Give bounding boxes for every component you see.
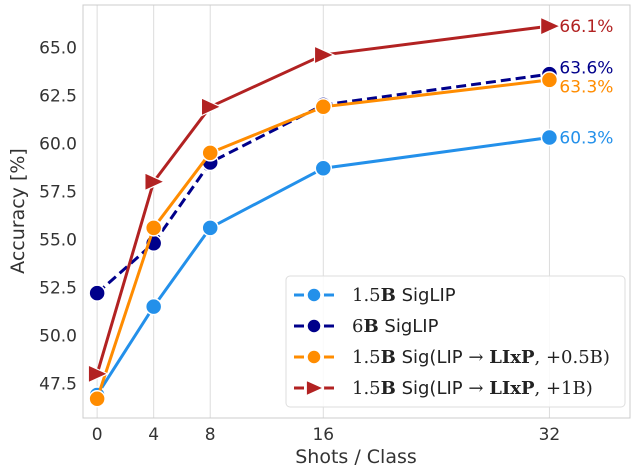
legend-label-part: , +0.5B): [535, 347, 610, 368]
end-value-label: 66.1%: [559, 17, 613, 37]
x-tick-label: 0: [92, 425, 103, 445]
data-point: [540, 16, 562, 36]
legend-label-part: →: [463, 347, 490, 368]
legend-label-part: 1.5: [352, 378, 381, 399]
y-axis-label: Accuracy [%]: [7, 148, 29, 274]
end-labels: 66.1% 63.6%63.3% 60.3%: [559, 17, 613, 148]
x-axis-label: Shots / Class: [295, 446, 417, 468]
legend-label-part: Sig(LIP: [396, 378, 463, 399]
end-value-label: 63.6%: [559, 59, 613, 79]
x-tick-label: 16: [312, 425, 334, 445]
data-point: [314, 159, 333, 178]
y-tick-label: 50.0: [39, 326, 77, 346]
plot-frame: [82, 4, 631, 419]
data-point: [305, 379, 325, 397]
x-tick-label: 32: [539, 425, 561, 445]
legend-label-part: LIxP: [489, 378, 535, 399]
legend-label-part: B: [381, 378, 396, 399]
x-ticks: 0 4 8 16 32: [92, 425, 561, 445]
y-tick-label: 65.0: [39, 38, 77, 58]
x-tick-label: 8: [205, 425, 216, 445]
data-point: [540, 71, 559, 89]
data-point: [88, 284, 106, 302]
data-point: [144, 297, 163, 316]
y-tick-label: 62.5: [39, 86, 77, 106]
series-3: [87, 16, 562, 384]
data-point: [306, 287, 322, 303]
data-point: [314, 98, 333, 116]
data-point: [201, 219, 219, 237]
data-point: [200, 97, 223, 117]
y-tick-label: 60.0: [39, 134, 77, 154]
legend-label-part: 1.5: [352, 347, 381, 368]
legend-label-part: SigLIP: [396, 285, 456, 306]
legend-label-part: 1.5: [352, 285, 381, 306]
legend-label-part: B: [381, 285, 396, 306]
data-point: [201, 144, 219, 162]
legend-label: 1.5B Sig(LIP → LIxP, +1B): [352, 378, 593, 399]
data-point: [144, 219, 163, 237]
legend-label-part: →: [463, 378, 490, 399]
y-tick-label: 57.5: [39, 182, 77, 202]
end-value-label: 63.3%: [559, 78, 613, 98]
y-ticks: 47.5 50.0 52.5 55.0 57.5 60.0 62.5 65.0: [39, 38, 77, 394]
data-point: [313, 45, 336, 65]
data-point: [306, 349, 322, 365]
legend-label-part: LIxP: [489, 347, 535, 368]
series-group: [87, 16, 562, 408]
legend-label: 1.5B Sig(LIP → LIxP, +0.5B): [352, 347, 610, 368]
series-0: [88, 128, 559, 404]
data-point: [88, 390, 106, 408]
legend-label-part: B: [381, 347, 396, 368]
legend-label-part: B: [363, 316, 378, 337]
legend-box: [285, 275, 626, 408]
x-tick-label: 4: [148, 425, 159, 445]
legend-label-part: 6: [352, 316, 363, 337]
data-point: [144, 171, 166, 192]
legend-label: 1.5B SigLIP: [352, 285, 456, 306]
y-tick-label: 47.5: [39, 374, 77, 394]
data-point: [87, 364, 110, 384]
legend-label: 6B SigLIP: [352, 316, 439, 337]
data-point: [306, 318, 322, 334]
legend-label-part: Sig(LIP: [396, 347, 463, 368]
series-2: [88, 71, 559, 408]
end-value-label: 60.3%: [559, 129, 613, 149]
y-tick-label: 52.5: [39, 278, 77, 298]
legend-label-part: , +1B): [535, 378, 593, 399]
y-tick-label: 55.0: [39, 230, 77, 250]
data-point: [540, 128, 559, 147]
legend-label-part: SigLIP: [379, 316, 439, 337]
